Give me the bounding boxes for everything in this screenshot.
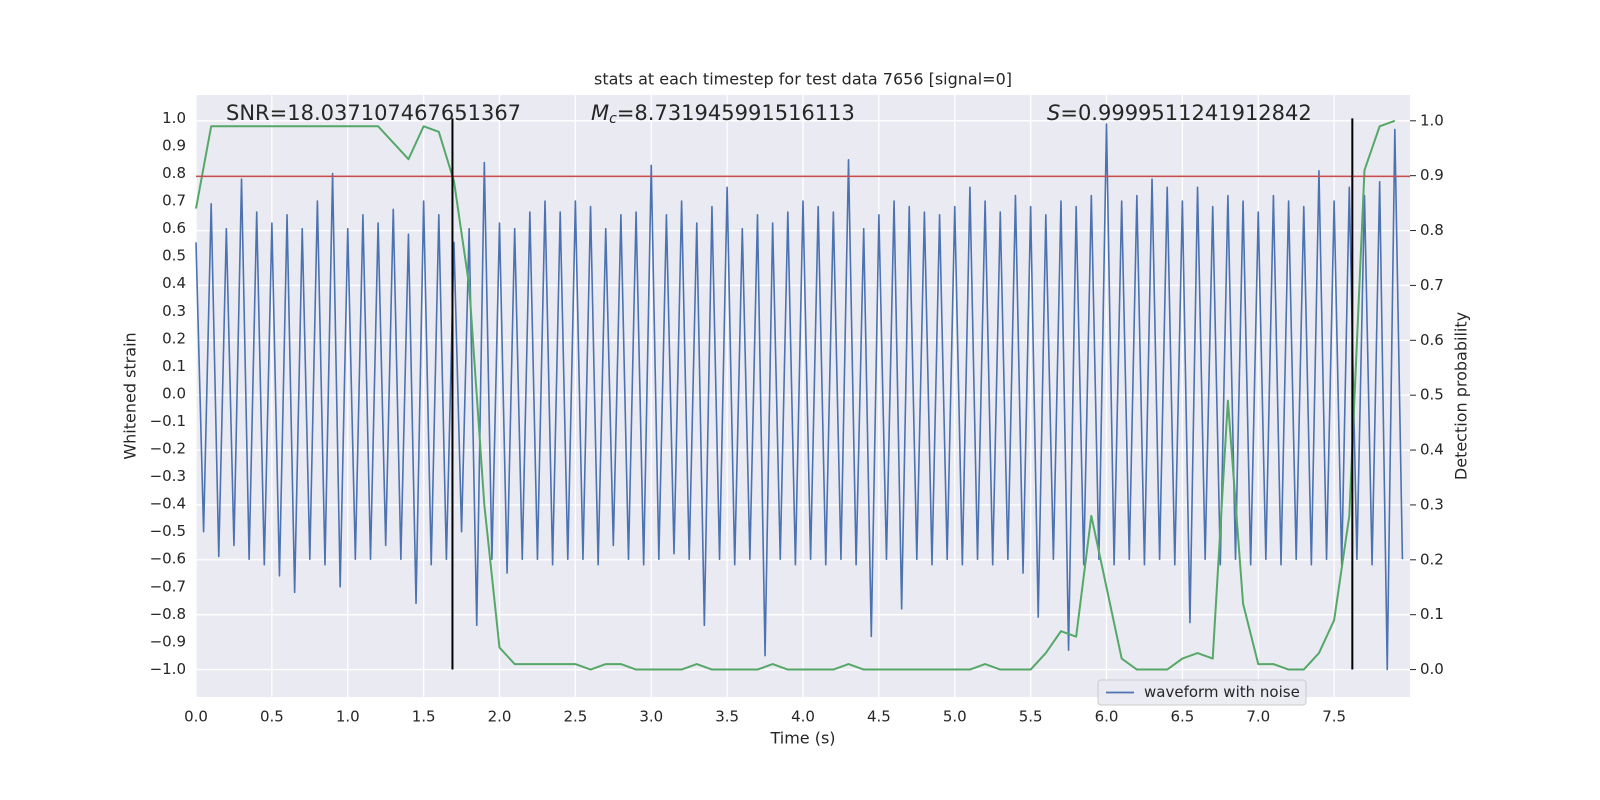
y-tick-label: −0.6: [150, 550, 186, 568]
annotation-text: =8.731945991516113: [617, 101, 855, 125]
x-tick-label: 0.0: [184, 708, 208, 726]
y2-axis-label: Detection probability: [1452, 312, 1471, 480]
annotation-symbol: M: [591, 101, 609, 125]
annotation-text: SNR=18.037107467651367: [226, 101, 521, 125]
x-tick-label: 2.5: [563, 708, 587, 726]
annotation-text: =0.9999511241912842: [1060, 101, 1311, 125]
y-tick-label: −0.2: [150, 440, 186, 458]
x-tick-label: 5.0: [943, 708, 967, 726]
y-tick-label: 0.9: [162, 136, 186, 154]
x-tick-label: 5.5: [1019, 708, 1043, 726]
chart-title: stats at each timestep for test data 765…: [594, 70, 1012, 89]
y2-tick-label: 0.4: [1420, 441, 1444, 459]
x-tick-label: 4.0: [791, 708, 815, 726]
x-tick-label: 7.5: [1322, 708, 1346, 726]
y-tick-label: 0.0: [162, 384, 186, 402]
y2-tick-label: 0.7: [1420, 276, 1444, 294]
annotation: Mc=8.731945991516113: [591, 101, 855, 127]
y-tick-label: −1.0: [150, 660, 186, 678]
annotation: S=0.9999511241912842: [1047, 101, 1312, 125]
y-tick-label: 0.4: [162, 274, 186, 292]
y-tick-label: 0.8: [162, 164, 186, 182]
x-axis-label: Time (s): [769, 729, 835, 748]
x-tick-label: 6.0: [1095, 708, 1119, 726]
y2-tick-label: 0.6: [1420, 331, 1444, 349]
y-tick-label: 0.1: [162, 357, 186, 375]
x-tick-label: 1.5: [412, 708, 436, 726]
y-tick-label: −0.8: [150, 605, 186, 623]
y-tick-label: −0.5: [150, 522, 186, 540]
y-axis-label: Whitened strain: [121, 332, 140, 459]
x-tick-label: 1.0: [336, 708, 360, 726]
legend-box: [1097, 679, 1307, 706]
y-tick-label: 0.3: [162, 302, 186, 320]
x-tick-label: 6.5: [1170, 708, 1194, 726]
y2-tick-label: 0.0: [1420, 660, 1444, 678]
y-tick-label: 0.6: [162, 219, 186, 237]
y-tick-label: 1.0: [162, 109, 186, 127]
y2-tick-label: 0.1: [1420, 605, 1444, 623]
x-tick-label: 4.5: [867, 708, 891, 726]
y-tick-label: −0.3: [150, 467, 186, 485]
y2-tick-label: 0.3: [1420, 495, 1444, 513]
y-tick-label: −0.1: [150, 412, 186, 430]
series-line: [195, 119, 1396, 671]
y-tick-label: 0.2: [162, 329, 186, 347]
annotation-subscript: c: [609, 111, 617, 127]
y-tick-label: −0.7: [150, 577, 186, 595]
legend-label: waveform with noise: [1144, 683, 1300, 701]
y-tick-label: −0.4: [150, 495, 186, 513]
annotation-symbol: S: [1047, 101, 1060, 125]
y-tick-label: 0.5: [162, 247, 186, 265]
y2-tick-label: 1.0: [1420, 111, 1444, 129]
y-tick-label: 0.7: [162, 192, 186, 210]
x-tick-label: 3.5: [715, 708, 739, 726]
y-tick-label: −0.9: [150, 632, 186, 650]
x-tick-label: 7.0: [1246, 708, 1270, 726]
x-tick-label: 2.0: [488, 708, 512, 726]
y2-tick-label: 0.8: [1420, 221, 1444, 239]
y2-tick-label: 0.2: [1420, 550, 1444, 568]
x-tick-label: 3.0: [639, 708, 663, 726]
x-tick-label: 0.5: [260, 708, 284, 726]
y2-tick-label: 0.9: [1420, 166, 1444, 184]
series-line: [195, 123, 1404, 671]
y2-tick-label: 0.5: [1420, 386, 1444, 404]
annotation: SNR=18.037107467651367: [226, 101, 521, 125]
